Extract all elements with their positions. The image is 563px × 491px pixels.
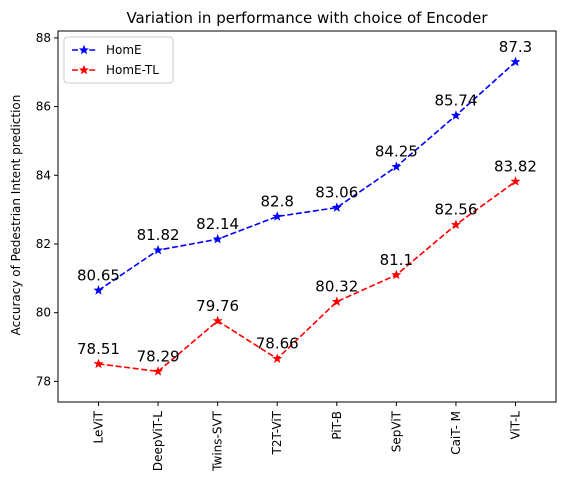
chart-title: Variation in performance with choice of … <box>126 9 488 27</box>
data-label: 87.3 <box>499 38 532 56</box>
data-point-marker <box>212 315 223 326</box>
y-tick-label: 82 <box>36 237 51 251</box>
data-point-marker <box>93 358 104 369</box>
legend-label: HomE <box>106 43 142 57</box>
data-label: 80.32 <box>315 278 358 296</box>
x-tick-label: SepViT <box>389 410 403 452</box>
plot-frame <box>57 30 557 403</box>
y-tick-label: 88 <box>36 31 51 45</box>
data-point-marker <box>510 176 521 186</box>
data-label: 84.25 <box>375 143 418 161</box>
legend-marker <box>79 44 89 55</box>
data-label: 78.51 <box>77 340 120 358</box>
data-label: 81.82 <box>137 226 180 244</box>
legend-box <box>63 36 174 84</box>
y-tick-label: 78 <box>36 374 51 388</box>
data-label: 82.14 <box>196 215 239 233</box>
x-tick-label: PiT-B <box>330 411 344 440</box>
data-point-marker <box>272 211 283 221</box>
data-point-marker <box>93 285 104 295</box>
data-label: 83.82 <box>494 157 537 175</box>
data-label: 82.56 <box>434 201 477 219</box>
y-tick-label: 84 <box>36 168 51 182</box>
legend-label: HomE-TL <box>106 63 159 77</box>
legend-marker <box>79 64 89 75</box>
data-point-marker <box>212 233 223 244</box>
plot-area: 78 80 82 84 86 88 LeViT DeepViT-L Twins-SVT T2T-V… <box>36 30 557 472</box>
data-label: 78.29 <box>137 347 180 365</box>
data-point-marker <box>510 56 521 67</box>
data-point-marker <box>153 244 164 255</box>
x-tick-label: DeepViT-L <box>151 411 165 471</box>
data-point-marker <box>450 110 461 120</box>
data-label: 80.65 <box>77 266 120 284</box>
x-tick-label: Twins-SVT <box>211 410 225 472</box>
series-line-2 <box>98 180 516 373</box>
data-point-marker <box>272 353 283 363</box>
data-label: 85.74 <box>434 92 477 110</box>
data-point-marker <box>450 219 461 229</box>
data-point-marker <box>391 161 402 171</box>
x-tick-label: T2T-ViT <box>270 410 284 455</box>
series-line-1 <box>98 61 517 292</box>
data-label: 83.06 <box>315 184 358 202</box>
data-label: 82.8 <box>261 193 294 211</box>
data-point-marker <box>331 296 342 306</box>
data-point-marker <box>391 269 402 280</box>
x-tick-label: CaiT- M <box>449 411 463 455</box>
x-tick-label: ViT-L <box>509 411 523 440</box>
y-tick-label: 80 <box>36 306 51 320</box>
x-tick-label: LeViT <box>92 410 106 443</box>
data-point-marker <box>153 366 164 376</box>
data-point-marker <box>331 202 342 212</box>
y-tick-label: 86 <box>36 100 51 114</box>
data-label: 81.1 <box>380 251 413 269</box>
data-label: 79.76 <box>196 297 239 315</box>
y-axis-label: Accuracy of Pedestrian Intent prediction <box>9 95 23 336</box>
data-label: 78.66 <box>256 335 299 353</box>
